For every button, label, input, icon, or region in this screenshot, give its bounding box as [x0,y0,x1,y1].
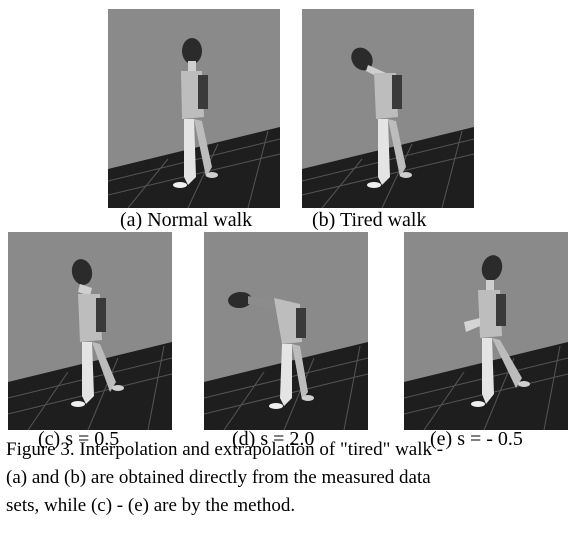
walker-half-figure [8,232,172,430]
panel-d-label: (d) s = 2.0 [232,428,315,450]
caption-line-2: (a) and (b) are obtained directly from t… [6,467,431,488]
panel-e-label: (e) s = - 0.5 [430,428,523,450]
panel-d-image [204,232,368,430]
caption-line-1: Figure 3. Interpolation and extrapolatio… [6,439,444,460]
walker-tired-figure [302,9,474,208]
panel-b-label: (b) Tired walk [312,209,427,231]
walker-normal-figure [108,9,280,208]
panel-c-label: (c) s = 0.5 [38,428,120,450]
walker-extreme-figure [204,232,368,430]
panel-b-image [302,9,474,208]
walker-upright-figure [404,232,568,430]
panel-c-image [8,232,172,430]
panel-a-image [108,9,280,208]
panel-a-label: (a) Normal walk [120,209,253,231]
panel-e-image [404,232,568,430]
caption-line-3: sets, while (c) - (e) are by the method. [6,495,296,516]
figure-caption: Figure 3. Interpolation and extrapolatio… [6,436,566,520]
